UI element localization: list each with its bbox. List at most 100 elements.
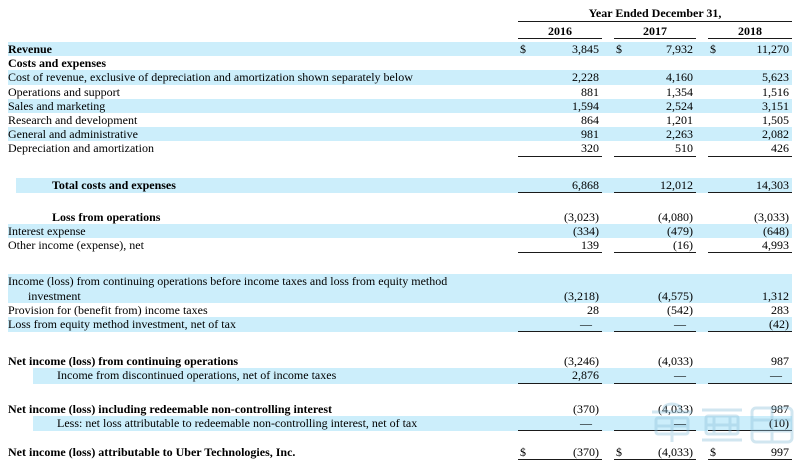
row-label: Depreciation and amortization [8, 141, 154, 156]
amount-value: (3,033) [754, 209, 789, 224]
value-cell: (4,575) [614, 289, 696, 303]
column-gap [696, 24, 708, 39]
column-gap [696, 289, 708, 303]
table-row: Loss from equity method investment, net … [8, 317, 792, 333]
table-row: Income from discontinued operations, net… [33, 368, 792, 384]
amount-value: 2,082 [762, 127, 789, 142]
value-cell: $ (4,033) [614, 445, 696, 460]
column-gap [696, 178, 708, 193]
table-row: Sales and marketing 1,594 2,524 3,151 [8, 98, 792, 114]
value-cell: 1,594 [518, 99, 602, 113]
row-label: Provision for (benefit from) income taxe… [8, 302, 208, 317]
row-label: Less: net loss attributable to redeemabl… [57, 415, 418, 430]
value-cell: 2,082 [708, 127, 792, 141]
column-gap [696, 85, 708, 99]
amount-value: (4,033) [658, 401, 693, 416]
amount-value: (10) [769, 415, 789, 430]
row-label: Net income (loss) including redeemable n… [8, 401, 332, 416]
value-cell: 1,505 [708, 113, 792, 127]
column-gap [602, 303, 614, 317]
value-cell: 14,303 [708, 178, 792, 193]
amount-value: (16) [673, 238, 693, 253]
value-cell: 283 [708, 303, 792, 317]
amount-value: (542) [667, 302, 693, 317]
column-gap [696, 42, 708, 56]
table-row: Interest expense (334) (479) (648) [8, 224, 792, 239]
table-row: Provision for (benefit from) income taxe… [8, 303, 792, 317]
amount-value: 5,623 [762, 70, 789, 85]
value-cell: — [614, 415, 696, 432]
table-row: Net income (loss) attributable to Uber T… [8, 445, 792, 460]
value-cell: 987 [708, 402, 792, 416]
column-gap [696, 113, 708, 127]
value-cell: (4,033) [614, 354, 696, 368]
amount-value: 881 [581, 84, 599, 99]
column-gap [602, 445, 614, 460]
column-gap [696, 303, 708, 317]
amount-value: (42) [769, 317, 789, 332]
row-label: Sales and marketing [8, 98, 106, 113]
table-row: Costs and expenses [8, 56, 792, 70]
amount-value: 283 [771, 302, 789, 317]
row-label: Net income (loss) attributable to Uber T… [8, 445, 296, 460]
table-row: Operations and support 881 1,354 1,516 [8, 85, 792, 99]
column-gap [602, 127, 614, 141]
amount-value: 2,228 [572, 70, 599, 85]
value-cell: 864 [518, 113, 602, 127]
value-cell: 6,868 [518, 178, 602, 193]
row-label: Interest expense [8, 224, 86, 239]
value-cell: (42) [708, 317, 792, 333]
amount-value: — [580, 317, 592, 332]
amount-value: 987 [771, 354, 789, 369]
value-cell: (16) [614, 238, 696, 254]
amount-value: (648) [763, 224, 789, 239]
dollar-sign: $ [616, 445, 622, 460]
column-gap [696, 354, 708, 368]
table-row: Depreciation and amortization 320 510 426 [8, 141, 792, 157]
year-column-2018: 2018 [708, 24, 792, 39]
spacer-row [8, 332, 792, 354]
value-cell: $7,932 [614, 42, 696, 56]
row-label: Revenue [8, 42, 52, 56]
amount-value: 6,868 [572, 177, 599, 192]
spacer-row [8, 193, 792, 210]
year-row: 2016 2017 2018 [518, 24, 792, 39]
table-row: Net income (loss) from continuing operat… [8, 354, 792, 368]
header-label-spacer [8, 6, 518, 39]
dollar-sign: $ [616, 42, 622, 56]
amount-value: 997 [771, 445, 789, 460]
value-cell: 2,524 [614, 99, 696, 113]
value-cell: 510 [614, 141, 696, 157]
column-gap [696, 99, 708, 113]
row-label: Other income (expense), net [8, 238, 144, 253]
column-gap [602, 70, 614, 84]
amount-value: 2,876 [572, 368, 599, 383]
value-cell: (648) [708, 224, 792, 238]
amount-value: 320 [581, 141, 599, 156]
column-gap [602, 42, 614, 56]
table-header: Year Ended December 31, 2016 2017 2018 [8, 6, 792, 39]
dollar-sign: $ [710, 445, 716, 460]
amount-value: 14,303 [756, 177, 789, 192]
column-gap [602, 354, 614, 368]
value-cell: 4,993 [708, 238, 792, 254]
period-title: Year Ended December 31, [518, 6, 792, 22]
amount-value: — [674, 415, 686, 430]
amount-value: 11,270 [756, 42, 789, 56]
amount-value: — [674, 317, 686, 332]
amount-value: (4,575) [658, 288, 693, 303]
column-gap [696, 70, 708, 84]
column-gap [696, 127, 708, 141]
value-cell: — [708, 368, 792, 384]
amount-value: 2,263 [666, 127, 693, 142]
row-label: Net income (loss) from continuing operat… [8, 354, 239, 369]
column-gap [602, 402, 614, 416]
amount-value: (370) [573, 401, 599, 416]
row-label: investment [28, 288, 81, 303]
amount-value: (4,033) [658, 354, 693, 369]
amount-value: 1,354 [666, 84, 693, 99]
value-cell: 3,151 [708, 99, 792, 113]
value-cell: 1,354 [614, 85, 696, 99]
amount-value: 1,505 [762, 113, 789, 128]
amount-value: 510 [675, 141, 693, 156]
